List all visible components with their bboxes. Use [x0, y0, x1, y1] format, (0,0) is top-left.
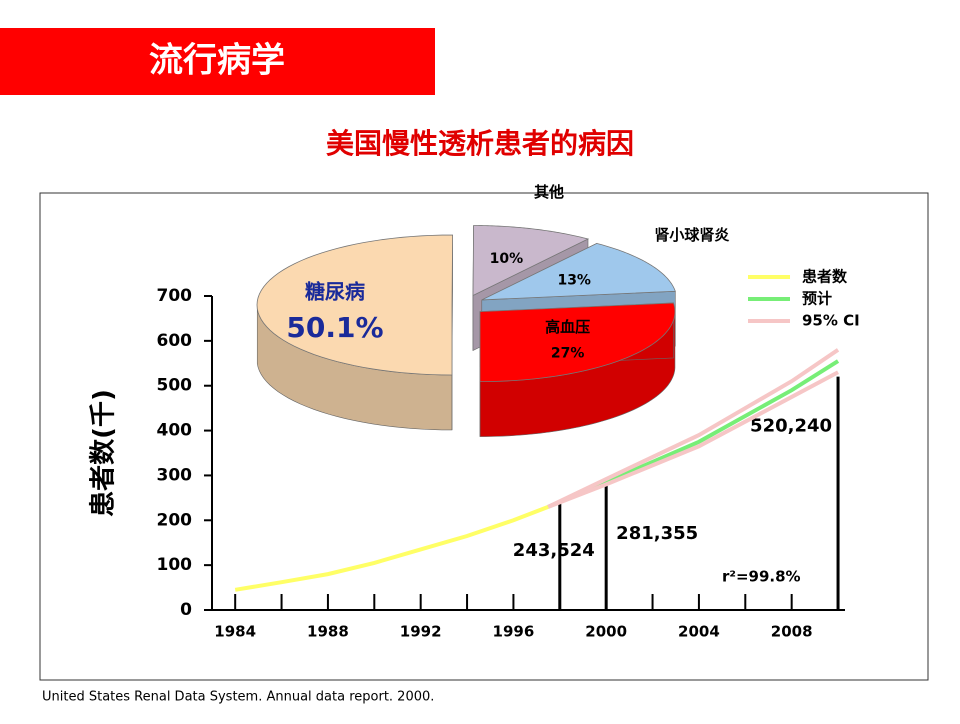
pie-value-label: 10%	[490, 251, 524, 267]
y-tick-label: 600	[157, 331, 193, 351]
x-tick-label: 1988	[307, 623, 349, 641]
legend-label: 95% CI	[802, 312, 860, 330]
x-tick-label: 1984	[214, 623, 256, 641]
x-tick-label: 1992	[400, 623, 442, 641]
x-tick-label: 2008	[771, 623, 813, 641]
y-tick-label: 400	[157, 421, 193, 441]
pie-value-label: 13%	[557, 272, 591, 288]
y-tick-label: 300	[157, 465, 193, 485]
footnote: United States Renal Data System. Annual …	[42, 690, 434, 705]
header-title: 流行病学	[149, 41, 285, 81]
x-tick-label: 2000	[585, 623, 627, 641]
pie-category-label: 肾小球肾炎	[654, 226, 729, 244]
y-tick-label: 700	[157, 286, 193, 306]
bar-value-label: 243,524	[513, 540, 595, 561]
chart-frame	[39, 192, 929, 681]
pie-category-label: 高血压	[545, 318, 590, 336]
pie-category-label: 糖尿病	[305, 279, 365, 303]
y-tick-label: 100	[157, 555, 193, 575]
series-line	[234, 504, 549, 592]
x-tick-label: 2004	[678, 623, 720, 641]
series-line	[547, 370, 839, 509]
pie-slice-top	[481, 242, 676, 301]
series-line	[547, 348, 840, 509]
legend-label: 预计	[802, 290, 832, 308]
pie-value-label: 27%	[551, 345, 585, 361]
y-tick-label: 0	[180, 600, 192, 620]
header-bar	[0, 28, 435, 95]
pie-slice-top	[479, 302, 676, 383]
y-axis-label: 患者数(千)	[89, 389, 119, 517]
y-tick-label: 200	[157, 510, 193, 530]
subtitle: 美国慢性透析患者的病因	[326, 127, 634, 160]
pie-value-label: 50.1%	[286, 311, 383, 344]
pie-slice-top	[472, 225, 590, 297]
y-tick-label: 500	[157, 376, 193, 396]
pie-slice-top	[256, 234, 454, 376]
pie-slice	[256, 234, 454, 431]
bar-value-label: 520,240	[750, 416, 832, 437]
pie-slice	[479, 302, 676, 437]
pie-category-label: 其他	[534, 183, 564, 201]
bar-value-label: 281,355	[616, 523, 698, 544]
x-tick-label: 1996	[493, 623, 535, 641]
annotation: r²=99.8%	[722, 568, 801, 586]
legend-label: 患者数	[802, 268, 848, 286]
